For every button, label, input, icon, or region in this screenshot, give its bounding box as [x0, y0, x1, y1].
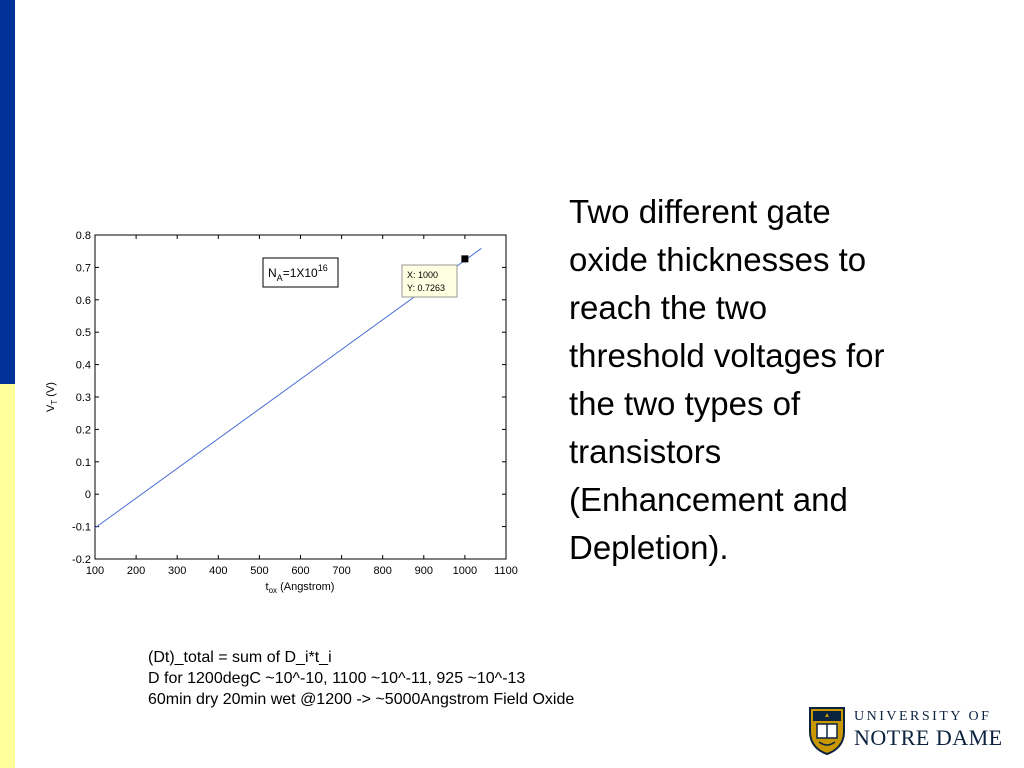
x-tick-label: 300: [168, 565, 186, 577]
legend-mid: =1X10: [283, 266, 318, 280]
legend-sub: A: [277, 273, 283, 283]
description-line: (Enhancement and: [569, 481, 848, 518]
vt-vs-tox-chart: -0.2 -0.1 0 0.1 0.2 0.3 0.4 0.5 0.6 0.7 0.8 100 200…: [30, 222, 530, 602]
y-tick-label: 0.2: [76, 424, 91, 436]
note-line: 60min dry 20min wet @1200 -> ~5000Angstr…: [148, 691, 575, 708]
y-tick-label: 0: [85, 489, 91, 501]
legend-box: NA=1X1016: [262, 257, 339, 288]
description-line: the two types of: [569, 385, 801, 422]
datatip: X: 1000 Y: 0.7263: [401, 255, 469, 298]
description-line: transistors: [569, 433, 722, 470]
y-tick-label: -0.2: [72, 554, 91, 566]
description-line: reach the two: [569, 289, 768, 326]
x-tick-label: 400: [209, 565, 227, 577]
x-tick-label: 700: [332, 565, 350, 577]
left-accent-bar-yellow: [0, 384, 15, 768]
description-line: threshold voltages for: [569, 337, 885, 374]
note-line: D for 1200degC ~10^-10, 1100 ~10^-11, 92…: [148, 670, 526, 687]
datatip-marker: [461, 255, 469, 263]
description-line: Depletion).: [569, 529, 729, 566]
logo-text-line1: UNIVERSITY OF: [854, 709, 992, 724]
y-tick-label: 0.3: [76, 392, 91, 404]
y-tick-label: 0.1: [76, 457, 91, 469]
y-axis-label: VT (V): [45, 382, 59, 412]
svg-text:NA=1X1016: NA=1X1016: [268, 263, 328, 283]
y-tick-label: 0.4: [76, 360, 91, 372]
datatip-y-text: Y: 0.7263: [407, 283, 445, 293]
legend-prefix: N: [268, 266, 277, 280]
description-text: Two different gate oxide thicknesses to …: [569, 188, 1009, 572]
y-tick-label: 0.5: [76, 327, 91, 339]
x-tick-label: 500: [250, 565, 268, 577]
description-line: oxide thicknesses to: [569, 241, 867, 278]
y-tick-label: -0.1: [72, 522, 91, 534]
left-accent-bar-blue: [0, 0, 15, 384]
logo-text-line2: NOTRE DAME: [854, 725, 1003, 750]
y-tick-label: 0.6: [76, 295, 91, 307]
x-axis: 100 200 300 400 500 600 700 800 900 1000 1100: [86, 235, 518, 577]
legend-sup: 16: [318, 263, 328, 273]
note-line: (Dt)_total = sum of D_i*t_i: [148, 649, 332, 666]
x-tick-label: 600: [291, 565, 309, 577]
x-tick-label: 900: [415, 565, 433, 577]
x-tick-label: 1000: [453, 565, 477, 577]
x-tick-label: 100: [86, 565, 104, 577]
y-axis: -0.2 -0.1 0 0.1 0.2 0.3 0.4 0.5 0.6 0.7 0.8: [72, 230, 506, 566]
university-logo: UNIVERSITY OF NOTRE DAME: [808, 706, 1008, 758]
description-line: Two different gate: [569, 193, 831, 230]
chart-svg: -0.2 -0.1 0 0.1 0.2 0.3 0.4 0.5 0.6 0.7 0.8 100 200…: [45, 230, 518, 595]
datatip-x-text: X: 1000: [407, 270, 438, 280]
x-tick-label: 200: [127, 565, 145, 577]
x-tick-label: 1100: [494, 565, 518, 577]
y-tick-label: 0.7: [76, 262, 91, 274]
y-tick-label: 0.8: [76, 230, 91, 242]
x-tick-label: 800: [374, 565, 392, 577]
shield-icon: [809, 707, 845, 756]
notes-block: (Dt)_total = sum of D_i*t_i D for 1200de…: [148, 647, 574, 710]
x-axis-label: tox (Angstrom): [266, 581, 335, 595]
